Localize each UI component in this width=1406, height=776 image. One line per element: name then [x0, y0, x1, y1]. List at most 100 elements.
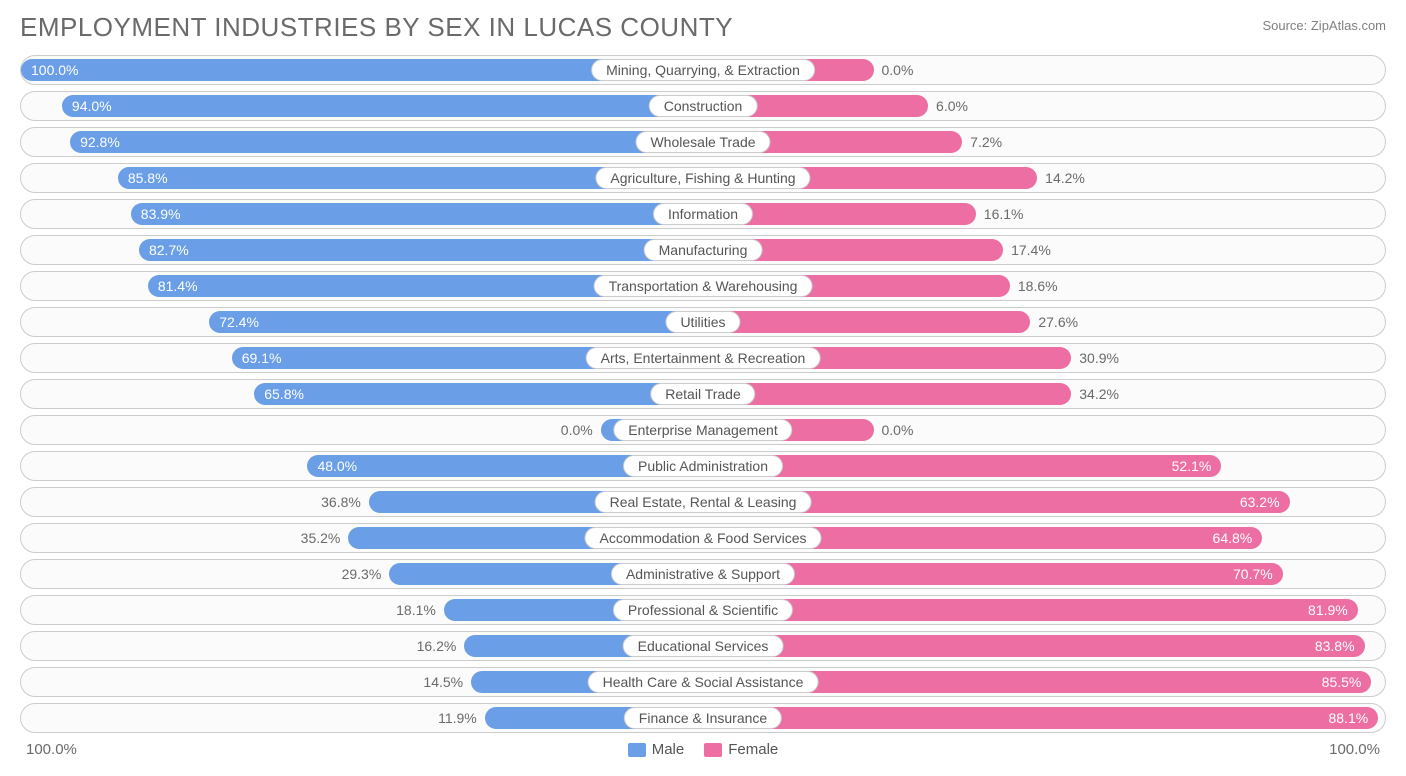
- chart-row: 0.0% 0.0% Enterprise Management: [20, 415, 1386, 445]
- male-value: 36.8%: [321, 494, 361, 510]
- female-value: 17.4%: [1011, 242, 1051, 258]
- category-label: Information: [653, 203, 753, 225]
- chart-row: 72.4% 27.6% Utilities: [20, 307, 1386, 337]
- chart-row: 11.9% 88.1% Finance & Insurance: [20, 703, 1386, 733]
- female-value: 0.0%: [882, 62, 914, 78]
- chart-row: 81.4% 18.6% Transportation & Warehousing: [20, 271, 1386, 301]
- male-value: 11.9%: [438, 710, 477, 726]
- female-bar: [703, 707, 1378, 729]
- male-value: 82.7%: [149, 242, 189, 258]
- male-value: 83.9%: [141, 206, 181, 222]
- male-value: 0.0%: [561, 422, 593, 438]
- chart-row: 100.0% 0.0% Mining, Quarrying, & Extractio…: [20, 55, 1386, 85]
- male-value: 85.8%: [128, 170, 168, 186]
- category-label: Accommodation & Food Services: [585, 527, 822, 549]
- male-bar: [254, 383, 703, 405]
- category-label: Enterprise Management: [613, 419, 792, 441]
- chart-row: 65.8% 34.2% Retail Trade: [20, 379, 1386, 409]
- category-label: Retail Trade: [650, 383, 755, 405]
- male-value: 81.4%: [158, 278, 198, 294]
- legend-male-label: Male: [652, 741, 685, 758]
- female-value: 88.1%: [1328, 710, 1368, 726]
- chart-row: 83.9% 16.1% Information: [20, 199, 1386, 229]
- chart-source: Source: ZipAtlas.com: [1262, 18, 1386, 33]
- chart-row: 94.0% 6.0% Construction: [20, 91, 1386, 121]
- category-label: Utilities: [665, 311, 740, 333]
- chart-row: 82.7% 17.4% Manufacturing: [20, 235, 1386, 265]
- female-bar: [703, 311, 1030, 333]
- category-label: Construction: [649, 95, 758, 117]
- female-bar: [703, 383, 1071, 405]
- category-label: Manufacturing: [644, 239, 763, 261]
- chart-row: 48.0% 52.1% Public Administration: [20, 451, 1386, 481]
- male-swatch: [628, 743, 646, 757]
- male-value: 35.2%: [301, 530, 341, 546]
- legend-female: Female: [704, 741, 778, 758]
- male-value: 48.0%: [317, 458, 357, 474]
- female-value: 85.5%: [1322, 674, 1362, 690]
- chart-row: 69.1% 30.9% Arts, Entertainment & Recreati…: [20, 343, 1386, 373]
- male-value: 92.8%: [80, 134, 120, 150]
- female-value: 81.9%: [1308, 602, 1348, 618]
- female-value: 63.2%: [1240, 494, 1280, 510]
- female-value: 70.7%: [1233, 566, 1273, 582]
- male-value: 94.0%: [72, 98, 112, 114]
- female-value: 16.1%: [984, 206, 1024, 222]
- category-label: Administrative & Support: [611, 563, 795, 585]
- chart-row: 36.8% 63.2% Real Estate, Rental & Leasing: [20, 487, 1386, 517]
- category-label: Professional & Scientific: [613, 599, 793, 621]
- male-bar: [62, 95, 703, 117]
- male-bar: [139, 239, 703, 261]
- category-label: Real Estate, Rental & Leasing: [595, 491, 812, 513]
- axis-right-end: 100.0%: [1329, 741, 1380, 758]
- legend-male: Male: [628, 741, 685, 758]
- male-bar: [70, 131, 703, 153]
- chart-row: 92.8% 7.2% Wholesale Trade: [20, 127, 1386, 157]
- legend: Male Female: [628, 741, 779, 758]
- male-value: 100.0%: [31, 62, 78, 78]
- male-bar: [131, 203, 703, 225]
- category-label: Wholesale Trade: [635, 131, 770, 153]
- female-value: 64.8%: [1213, 530, 1253, 546]
- chart-header: EMPLOYMENT INDUSTRIES BY SEX IN LUCAS CO…: [20, 12, 1386, 43]
- chart-footer: 100.0% Male Female 100.0%: [20, 741, 1386, 758]
- female-swatch: [704, 743, 722, 757]
- female-value: 34.2%: [1079, 386, 1119, 402]
- female-value: 30.9%: [1079, 350, 1119, 366]
- category-label: Finance & Insurance: [624, 707, 782, 729]
- male-value: 72.4%: [219, 314, 259, 330]
- female-bar: [703, 635, 1365, 657]
- female-value: 14.2%: [1045, 170, 1085, 186]
- male-value: 29.3%: [342, 566, 382, 582]
- category-label: Arts, Entertainment & Recreation: [586, 347, 821, 369]
- male-value: 65.8%: [264, 386, 304, 402]
- diverging-bar-chart: 100.0% 0.0% Mining, Quarrying, & Extractio…: [20, 55, 1386, 733]
- female-value: 18.6%: [1018, 278, 1058, 294]
- chart-row: 29.3% 70.7% Administrative & Support: [20, 559, 1386, 589]
- category-label: Educational Services: [623, 635, 784, 657]
- female-value: 0.0%: [882, 422, 914, 438]
- category-label: Public Administration: [623, 455, 783, 477]
- chart-row: 85.8% 14.2% Agriculture, Fishing & Hunting: [20, 163, 1386, 193]
- male-value: 18.1%: [396, 602, 436, 618]
- female-value: 7.2%: [970, 134, 1002, 150]
- chart-row: 18.1% 81.9% Professional & Scientific: [20, 595, 1386, 625]
- female-value: 27.6%: [1038, 314, 1078, 330]
- axis-left-end: 100.0%: [26, 741, 77, 758]
- category-label: Health Care & Social Assistance: [588, 671, 819, 693]
- male-bar: [209, 311, 703, 333]
- category-label: Agriculture, Fishing & Hunting: [595, 167, 810, 189]
- female-value: 6.0%: [936, 98, 968, 114]
- male-value: 69.1%: [242, 350, 282, 366]
- chart-row: 14.5% 85.5% Health Care & Social Assistanc…: [20, 667, 1386, 697]
- chart-title: EMPLOYMENT INDUSTRIES BY SEX IN LUCAS CO…: [20, 12, 733, 43]
- female-value: 52.1%: [1172, 458, 1212, 474]
- category-label: Mining, Quarrying, & Extraction: [591, 59, 815, 81]
- male-value: 16.2%: [417, 638, 457, 654]
- female-value: 83.8%: [1315, 638, 1355, 654]
- female-bar: [703, 599, 1358, 621]
- category-label: Transportation & Warehousing: [594, 275, 813, 297]
- male-value: 14.5%: [423, 674, 463, 690]
- chart-row: 16.2% 83.8% Educational Services: [20, 631, 1386, 661]
- legend-female-label: Female: [728, 741, 778, 758]
